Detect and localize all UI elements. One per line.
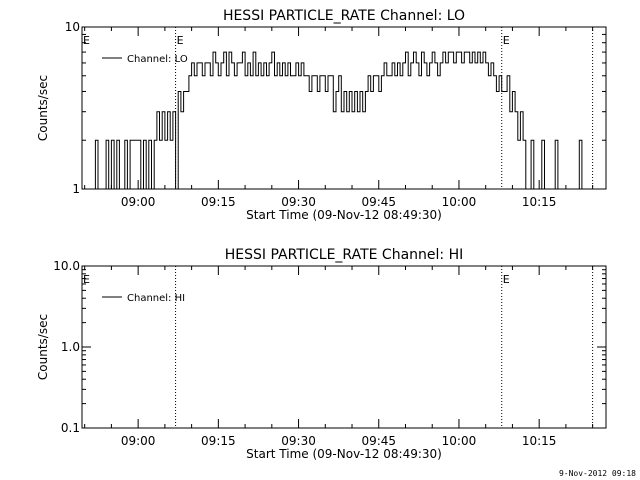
chart-panel-2: HESSI PARTICLE_RATE Channel: HI 09:00 09:1… [36,247,607,461]
chart-title: HESSI PARTICLE_RATE Channel: HI [225,247,463,263]
plot-frame [81,265,607,429]
x-tick-label: 09:45 [361,195,396,209]
legend-label: Channel: LO [127,54,188,65]
edge-marker-label: E [83,34,90,47]
x-tick-label: 10:00 [442,195,477,209]
legend-label: Channel: HI [127,293,185,304]
x-tick-label: 10:15 [522,434,557,448]
x-tick-label: 09:30 [281,434,316,448]
event-marker-label: E [177,34,184,47]
x-tick-label: 09:00 [121,434,156,448]
x-tick-label: 09:00 [121,195,156,209]
chart-title: HESSI PARTICLE_RATE Channel: LO [223,8,465,24]
x-tick-label: 10:15 [522,195,557,209]
x-tick-label: 10:00 [442,434,477,448]
series-line [82,51,583,190]
x-tick-label: 09:15 [201,434,236,448]
x-axis-label: Start Time (09-Nov-12 08:49:30) [246,447,442,461]
y-tick-label: 10.0 [53,259,80,273]
event-marker-label: E [503,34,510,47]
event-marker-label: E [503,273,510,286]
chart-panel-1: HESSI PARTICLE_RATE Channel: LO 09:00 09:1… [36,8,607,222]
y-tick-label: 10 [65,20,80,34]
y-axis-label: Counts/sec [36,75,50,141]
x-axis-label: Start Time (09-Nov-12 08:49:30) [246,208,442,222]
footer-timestamp: 9-Nov-2012 09:18 [558,469,636,478]
edge-marker-label: E [83,273,90,286]
y-tick-label: 1 [72,182,80,196]
x-tick-label: 09:45 [361,434,396,448]
x-tick-label: 09:15 [201,195,236,209]
y-axis-label: Counts/sec [36,314,50,380]
plot-frame [81,26,607,190]
y-tick-label: 1.0 [61,340,80,354]
x-tick-label: 09:30 [281,195,316,209]
y-tick-label: 0.1 [61,421,80,435]
